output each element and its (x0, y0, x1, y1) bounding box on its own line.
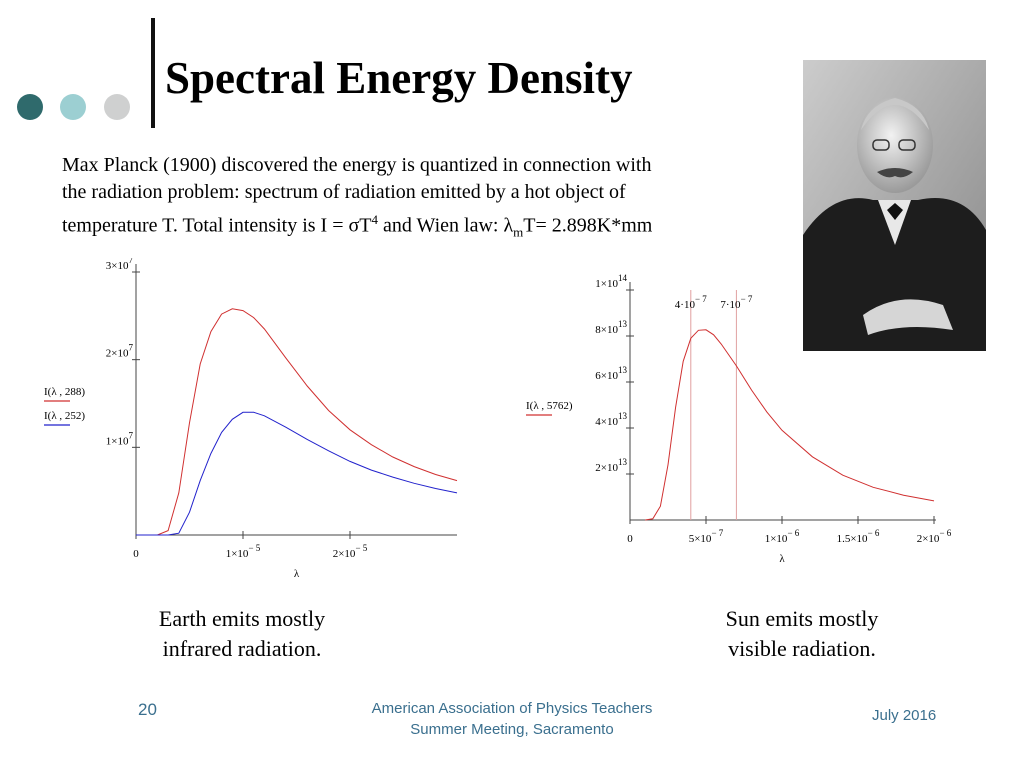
x-tick-label: 0 (133, 548, 139, 560)
y-tick-label: 4×1013 (595, 411, 627, 428)
bullet-dot-light (60, 94, 86, 120)
y-tick-label: 8×1013 (595, 319, 627, 336)
slide-title: Spectral Energy Density (165, 53, 633, 103)
x-axis-label: λ (779, 553, 785, 565)
planck-portrait (803, 60, 986, 351)
intro-line-2: the radiation problem: spectrum of radia… (62, 181, 626, 203)
y-tick-label: 2×1013 (595, 457, 627, 474)
marker-label: 4·10− 7 (675, 294, 707, 311)
legend-label: I(λ , 5762) (526, 400, 573, 412)
intro-line-1: Max Planck (1900) discovered the energy … (62, 154, 652, 176)
y-tick-label: 1×1014 (595, 273, 627, 290)
x-axis-label: λ (294, 568, 300, 580)
legend-label: I(λ , 252) (44, 410, 85, 422)
caption-sun: Sun emits mostly visible radiation. (672, 604, 932, 664)
earth-spectrum-chart: 1×107 2×107 3×107 0 1×10− 5 2×10− 5 λ I(λ , 288… (44, 258, 458, 580)
intro-text: Max Planck (1900) discovered the energy … (62, 152, 762, 246)
caption-earth: Earth emits mostly infrared radiation. (112, 604, 372, 664)
x-tick-label: 1.5×10− 6 (837, 528, 880, 545)
title-divider (151, 18, 155, 128)
footer-org-line-1: American Association of Physics Teachers (371, 700, 653, 717)
y-tick-label: 3×107 (106, 258, 134, 272)
x-tick-label: 1×10− 5 (226, 543, 261, 560)
intro-line-3: temperature T. Total intensity is I = σT… (62, 212, 653, 240)
legend-label: I(λ , 288) (44, 386, 85, 398)
x-tick-label: 2×10− 6 (917, 528, 952, 545)
bullet-dot-dark (17, 94, 43, 120)
series-line (645, 329, 935, 521)
caption-sun-line-1: Sun emits mostly (725, 606, 879, 631)
bullet-dot-gray (104, 94, 130, 120)
caption-earth-line-1: Earth emits mostly (158, 606, 326, 631)
footer-organization: American Association of Physics Teachers… (312, 698, 712, 740)
sun-spectrum-chart: 2×1013 4×1013 6×1013 8×1013 1×1014 0 5×10− 7 1×… (526, 273, 952, 565)
series-line (136, 308, 458, 536)
caption-sun-line-2: visible radiation. (728, 636, 876, 661)
page-number: 20 (138, 700, 157, 719)
caption-earth-line-2: infrared radiation. (162, 636, 322, 661)
footer-org-line-2: Summer Meeting, Sacramento (410, 721, 614, 738)
x-tick-label: 0 (627, 533, 633, 545)
x-tick-label: 5×10− 7 (689, 528, 724, 545)
series-line (136, 411, 458, 536)
x-tick-label: 2×10− 5 (333, 543, 368, 560)
x-tick-label: 1×10− 6 (765, 528, 800, 545)
footer-date: July 2016 (872, 707, 937, 724)
y-tick-label: 6×1013 (595, 365, 627, 382)
marker-label: 7·10− 7 (720, 294, 752, 311)
y-tick-label: 2×107 (106, 343, 134, 360)
y-tick-label: 1×107 (106, 430, 134, 447)
